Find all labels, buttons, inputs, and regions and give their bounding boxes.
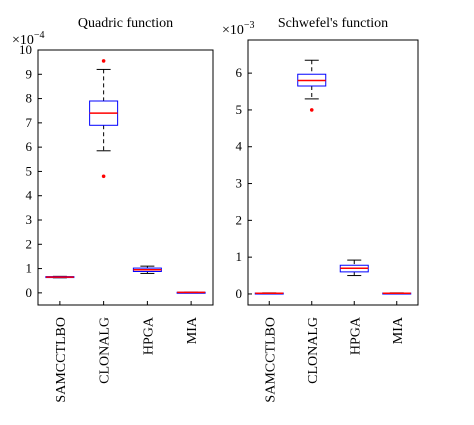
x-tick-label: MIA	[391, 316, 406, 344]
y-tick-label: 0	[236, 286, 243, 301]
y-tick-label: 0	[26, 285, 33, 300]
multiplier-base: ×10	[12, 33, 34, 48]
y-tick-label: 3	[236, 176, 243, 191]
y-tick-label: 8	[26, 91, 33, 106]
x-tick-label: CLONALG	[306, 317, 321, 384]
y-tick-label: 9	[26, 66, 33, 81]
x-tick-label: SAMCCTLBO	[263, 317, 278, 403]
y-tick-label: 4	[26, 188, 33, 203]
multiplier-base: ×10	[222, 23, 244, 38]
outlier	[101, 59, 106, 63]
x-tick-label: HPGA	[141, 316, 156, 355]
y-tick-label: 3	[26, 212, 33, 227]
y-tick-label: 4	[236, 139, 243, 154]
multiplier-exponent: −4	[34, 30, 45, 41]
chart-title: Quadric function	[78, 16, 173, 31]
y-tick-label: 5	[26, 163, 33, 178]
x-tick-label: HPGA	[348, 316, 363, 355]
y-tick-label: 1	[236, 249, 243, 264]
y-tick-label: 1	[26, 261, 33, 276]
outlier	[309, 108, 314, 112]
y-tick-label: 2	[236, 212, 243, 227]
y-tick-label: 2	[26, 236, 33, 251]
plot-frame	[37, 49, 214, 306]
y-multiplier: ×10−3	[222, 20, 255, 38]
x-tick-label: SAMCCTLBO	[54, 317, 69, 403]
y-multiplier: ×10−4	[12, 30, 45, 48]
chart-title: Schwefel's function	[278, 16, 388, 31]
y-tick-label: 5	[236, 102, 243, 117]
multiplier-exponent: −3	[244, 20, 255, 31]
y-tick-label: 10	[19, 42, 32, 57]
x-tick-label: MIA	[185, 316, 200, 344]
y-tick-label: 6	[236, 65, 243, 80]
plot-frame	[247, 39, 419, 306]
outlier	[101, 174, 106, 179]
y-tick-label: 6	[26, 139, 33, 154]
x-tick-label: CLONALG	[98, 317, 113, 384]
y-tick-label: 7	[26, 115, 33, 130]
